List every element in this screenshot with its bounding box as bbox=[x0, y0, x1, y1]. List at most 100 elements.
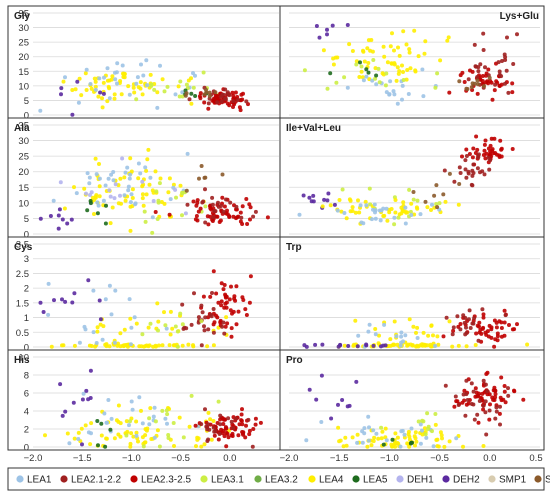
data-point bbox=[203, 407, 207, 412]
data-point bbox=[366, 329, 371, 334]
data-point bbox=[244, 197, 249, 201]
data-point bbox=[224, 444, 229, 449]
data-point bbox=[41, 310, 46, 314]
data-point bbox=[108, 221, 113, 226]
data-point bbox=[458, 327, 463, 332]
data-point bbox=[84, 88, 89, 92]
data-point bbox=[141, 203, 146, 208]
data-point bbox=[105, 66, 110, 71]
data-point bbox=[478, 170, 482, 175]
data-point bbox=[73, 87, 78, 92]
data-point bbox=[211, 322, 216, 327]
data-point bbox=[401, 78, 406, 82]
data-point bbox=[474, 64, 479, 69]
data-point bbox=[381, 214, 386, 218]
data-point bbox=[237, 422, 242, 427]
data-point bbox=[97, 194, 102, 199]
data-point bbox=[62, 206, 67, 211]
data-point bbox=[325, 27, 329, 32]
data-point bbox=[381, 206, 386, 211]
y-tick-label: 0 bbox=[24, 343, 29, 354]
data-point bbox=[213, 429, 218, 434]
data-point bbox=[215, 315, 220, 320]
data-point bbox=[199, 422, 204, 427]
data-point bbox=[420, 432, 425, 437]
y-tick-label: 35 bbox=[18, 9, 29, 20]
data-point bbox=[407, 187, 412, 192]
data-point bbox=[97, 298, 102, 303]
data-point bbox=[418, 212, 423, 217]
data-point bbox=[359, 220, 364, 225]
data-point bbox=[228, 308, 233, 313]
x-tick-label-right: −1.5 bbox=[330, 453, 349, 464]
data-point bbox=[381, 44, 386, 49]
legend-item: SMP1 bbox=[488, 475, 527, 486]
data-point bbox=[435, 437, 440, 442]
data-point bbox=[155, 105, 160, 110]
data-point bbox=[61, 79, 66, 84]
data-point bbox=[131, 85, 136, 90]
data-point bbox=[322, 197, 327, 202]
y-tick-label: 1.5 bbox=[16, 298, 29, 309]
data-point bbox=[376, 66, 381, 71]
data-point bbox=[199, 444, 204, 449]
data-point bbox=[102, 411, 107, 416]
data-point bbox=[367, 322, 372, 327]
data-point bbox=[483, 156, 488, 161]
data-point bbox=[197, 176, 201, 181]
panel-title: Gly bbox=[14, 11, 31, 22]
data-point bbox=[171, 182, 176, 187]
data-point bbox=[83, 71, 88, 76]
data-point bbox=[504, 68, 509, 73]
data-point bbox=[109, 172, 114, 177]
data-point bbox=[127, 92, 132, 97]
data-point bbox=[122, 193, 127, 198]
data-point bbox=[207, 94, 212, 98]
data-point bbox=[89, 431, 93, 436]
data-point bbox=[43, 433, 47, 438]
legend-item: LEA5 bbox=[352, 475, 388, 486]
data-point bbox=[355, 432, 360, 437]
data-point bbox=[89, 86, 94, 91]
data-point bbox=[426, 424, 431, 429]
data-point bbox=[364, 74, 369, 79]
data-point bbox=[425, 411, 430, 416]
data-point bbox=[162, 89, 167, 94]
data-point bbox=[231, 105, 235, 109]
data-point bbox=[397, 53, 402, 58]
data-point bbox=[244, 423, 248, 428]
data-point bbox=[158, 176, 163, 181]
data-point bbox=[435, 334, 440, 339]
data-point bbox=[445, 38, 450, 43]
data-point bbox=[142, 209, 147, 214]
data-point bbox=[365, 46, 370, 51]
data-point bbox=[173, 92, 178, 97]
data-point bbox=[390, 437, 395, 442]
data-point bbox=[370, 78, 375, 83]
data-point bbox=[492, 385, 497, 390]
data-point bbox=[116, 403, 121, 408]
data-point bbox=[129, 325, 134, 330]
x-tick-label-right: −0.5 bbox=[430, 453, 449, 464]
data-point bbox=[88, 201, 93, 205]
data-point bbox=[361, 49, 366, 54]
data-point bbox=[466, 317, 471, 322]
data-point bbox=[383, 426, 388, 431]
data-point bbox=[354, 59, 359, 64]
data-point bbox=[225, 431, 230, 436]
data-point bbox=[226, 435, 231, 440]
data-point bbox=[362, 431, 367, 436]
data-point bbox=[211, 343, 216, 348]
data-point bbox=[297, 212, 302, 217]
data-point bbox=[405, 441, 410, 446]
data-point bbox=[342, 75, 347, 80]
data-point bbox=[189, 76, 193, 81]
data-point bbox=[405, 210, 410, 215]
data-point bbox=[463, 167, 468, 172]
y-tick-label: 20 bbox=[18, 52, 29, 63]
y-tick-label: 10 bbox=[18, 353, 29, 364]
data-point bbox=[451, 325, 456, 330]
data-point bbox=[499, 320, 504, 325]
data-point bbox=[127, 176, 132, 181]
data-point bbox=[229, 419, 234, 424]
